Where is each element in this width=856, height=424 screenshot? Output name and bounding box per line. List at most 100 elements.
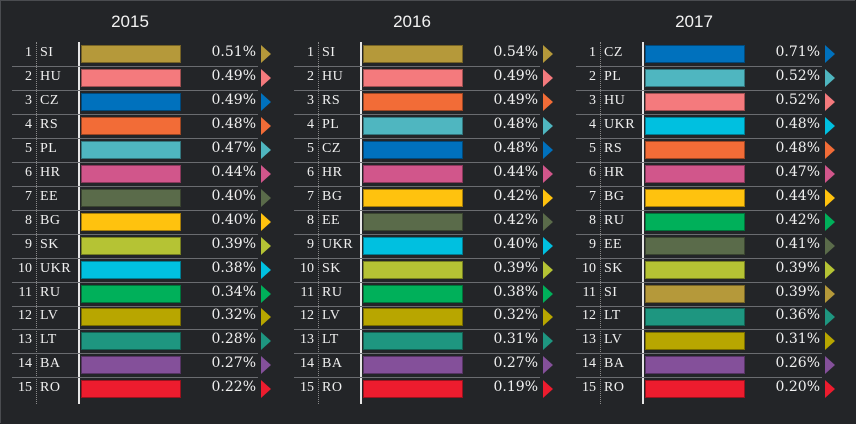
bar-mark [363, 260, 463, 279]
axis-line [360, 42, 362, 404]
bar-mark [363, 188, 463, 207]
country-code: UKR [40, 260, 72, 276]
rank-label: 9 [307, 236, 314, 252]
table-row: 12 LT 0.36% [576, 305, 835, 331]
bar-mark [363, 116, 463, 135]
value-label: 0.44% [493, 163, 538, 180]
panel-title: 2016 [393, 12, 431, 31]
rank-label: 4 [307, 116, 314, 132]
country-code: PL [322, 116, 340, 132]
rank-divider [600, 42, 601, 404]
table-row: 9 SK 0.39% [12, 234, 271, 259]
triangle-marker-icon [261, 380, 271, 399]
table-row: 14 BA 0.26% [576, 353, 835, 379]
bar-mark [363, 92, 463, 111]
bar-mark [645, 332, 745, 351]
table-row: 13 LV 0.31% [576, 329, 835, 355]
table-row: 9 EE 0.41% [576, 234, 835, 259]
triangle-marker-icon [543, 212, 553, 231]
country-code: BG [322, 188, 343, 204]
table-row: 9 UKR 0.40% [294, 234, 553, 259]
value-label: 0.19% [493, 379, 538, 396]
country-code: RU [40, 284, 61, 300]
table-row: 6 HR 0.44% [12, 162, 271, 187]
triangle-marker-icon [543, 164, 553, 183]
value-label: 0.34% [211, 283, 256, 300]
triangle-marker-icon [825, 356, 835, 375]
country-code: LV [40, 308, 59, 324]
triangle-marker-icon [825, 188, 835, 207]
country-code: EE [322, 212, 341, 228]
value-label: 0.40% [211, 211, 256, 228]
table-row: 5 PL 0.47% [12, 138, 271, 163]
triangle-marker-icon [543, 308, 553, 327]
triangle-marker-icon [543, 332, 553, 351]
triangle-marker-icon [825, 68, 835, 87]
bar-mark [363, 140, 463, 159]
value-label: 0.28% [211, 331, 256, 348]
value-label: 0.36% [775, 307, 820, 324]
bar-mark [81, 45, 181, 63]
triangle-marker-icon [261, 68, 271, 87]
rank-label: 7 [307, 188, 314, 204]
rank-divider [318, 42, 319, 404]
panel-2017: 2017 1 CZ 0.71% 2 PL 0.52% 3 HU 0.52% 4 UKR 0.48% 5 R… [564, 0, 846, 424]
value-label: 0.47% [211, 139, 256, 156]
triangle-marker-icon [261, 212, 271, 231]
country-code: CZ [322, 140, 341, 156]
value-label: 0.39% [775, 283, 820, 300]
bar-mark [363, 236, 463, 255]
table-row: 8 EE 0.42% [294, 210, 553, 235]
rank-label: 13 [18, 332, 32, 348]
country-code: LT [322, 332, 339, 348]
rank-label: 12 [582, 308, 596, 324]
country-code: EE [40, 188, 59, 204]
table-row: 8 BG 0.40% [12, 210, 271, 235]
triangle-marker-icon [543, 356, 553, 375]
bar-mark [81, 140, 181, 159]
rank-label: 1 [307, 45, 314, 60]
triangle-marker-icon [543, 140, 553, 159]
country-code: SK [40, 236, 59, 252]
value-label: 0.52% [775, 67, 820, 84]
bar-mark [363, 308, 463, 327]
country-code: RS [40, 116, 59, 132]
rank-label: 5 [307, 140, 314, 156]
rank-label: 3 [589, 92, 596, 108]
country-code: UKR [604, 116, 636, 132]
rank-label: 11 [18, 284, 32, 300]
table-row: 1 SI 0.54% [294, 42, 553, 67]
value-label: 0.38% [211, 259, 256, 276]
triangle-marker-icon [261, 188, 271, 207]
triangle-marker-icon [261, 236, 271, 255]
table-row: 11 RU 0.34% [12, 282, 271, 307]
rank-label: 7 [589, 188, 596, 204]
rank-label: 12 [18, 308, 32, 324]
value-label: 0.48% [211, 115, 256, 132]
value-label: 0.51% [211, 44, 256, 60]
country-code: PL [604, 68, 622, 84]
bar-mark [81, 380, 181, 399]
bar-mark [645, 212, 745, 231]
rank-label: 15 [300, 380, 314, 396]
triangle-marker-icon [825, 284, 835, 303]
rank-label: 14 [300, 356, 314, 372]
table-row: 2 HU 0.49% [294, 66, 553, 91]
table-row: 12 LV 0.32% [12, 305, 271, 331]
triangle-marker-icon [543, 260, 553, 279]
table-row: 11 SI 0.39% [576, 282, 835, 307]
rank-label: 10 [18, 260, 32, 276]
rank-label: 4 [25, 116, 32, 132]
table-row: 4 UKR 0.48% [576, 114, 835, 139]
axis-line [642, 42, 644, 404]
value-label: 0.52% [775, 91, 820, 108]
triangle-marker-icon [261, 140, 271, 159]
bar-mark [81, 212, 181, 231]
country-code: HU [322, 68, 344, 84]
triangle-marker-icon [261, 284, 271, 303]
country-code: RO [604, 380, 625, 396]
triangle-marker-icon [261, 332, 271, 351]
triangle-marker-icon [543, 188, 553, 207]
bar-mark [81, 92, 181, 111]
triangle-marker-icon [261, 164, 271, 183]
